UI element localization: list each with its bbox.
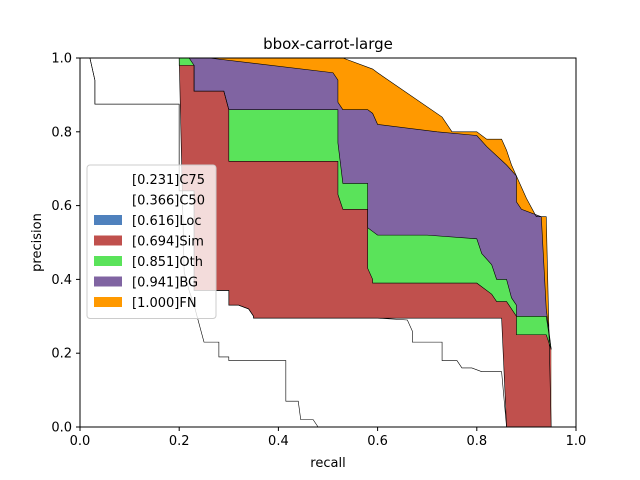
axes-frame bbox=[79, 57, 577, 428]
line--0-366-c50 bbox=[80, 57, 507, 428]
y-tick-label: 1.0 bbox=[51, 52, 72, 67]
line--1-000-fn bbox=[80, 57, 552, 428]
legend-swatch bbox=[94, 174, 122, 184]
y-axis-label: precision bbox=[30, 213, 45, 272]
legend-swatch bbox=[94, 256, 122, 266]
y-tick-label: 0.6 bbox=[51, 199, 72, 214]
line--0-694-sim bbox=[80, 57, 552, 350]
line--0-941-bg bbox=[80, 57, 552, 350]
y-tick-label: 0.8 bbox=[51, 125, 72, 140]
y-ticks: 0.0 0.2 0.4 0.6 0.8 1.0 bbox=[51, 52, 80, 436]
y-tick-label: 0.4 bbox=[51, 273, 72, 288]
x-tick-label: 1.0 bbox=[566, 434, 587, 449]
legend-swatch bbox=[94, 194, 122, 205]
legend-label: [1.000]FN bbox=[132, 296, 197, 311]
legend-label: [0.231]C75 bbox=[132, 173, 205, 188]
x-tick-label: 0.4 bbox=[268, 434, 289, 449]
legend-label: [0.694]Sim bbox=[132, 235, 204, 250]
legend-swatch bbox=[94, 276, 122, 287]
chart-title: bbox-carrot-large bbox=[263, 35, 393, 53]
x-tick-label: 0.2 bbox=[169, 434, 190, 449]
legend-label: [0.941]BG bbox=[132, 276, 198, 291]
plot-lines bbox=[80, 57, 552, 428]
legend-swatch bbox=[94, 297, 122, 307]
legend-swatch bbox=[94, 235, 122, 246]
legend-label: [0.851]Oth bbox=[132, 255, 203, 270]
legend-label: [0.366]C50 bbox=[132, 194, 205, 209]
legend: [0.231]C75 [0.366]C50 [0.616]Loc [0.694]Sim… bbox=[86, 164, 217, 319]
x-tick-label: 0.0 bbox=[70, 434, 91, 449]
plot-areas bbox=[80, 58, 552, 427]
y-tick-label: 0.0 bbox=[51, 421, 72, 436]
x-tick-label: 0.8 bbox=[466, 434, 487, 449]
x-axis-label: recall bbox=[310, 456, 345, 471]
y-tick-label: 0.2 bbox=[51, 347, 72, 362]
area--0-231-c75 bbox=[80, 58, 319, 427]
x-tick-label: 0.6 bbox=[367, 434, 388, 449]
x-ticks: 0.0 0.2 0.4 0.6 0.8 1.0 bbox=[70, 427, 587, 449]
legend-label: [0.616]Loc bbox=[132, 214, 201, 229]
legend-swatch bbox=[94, 215, 122, 225]
